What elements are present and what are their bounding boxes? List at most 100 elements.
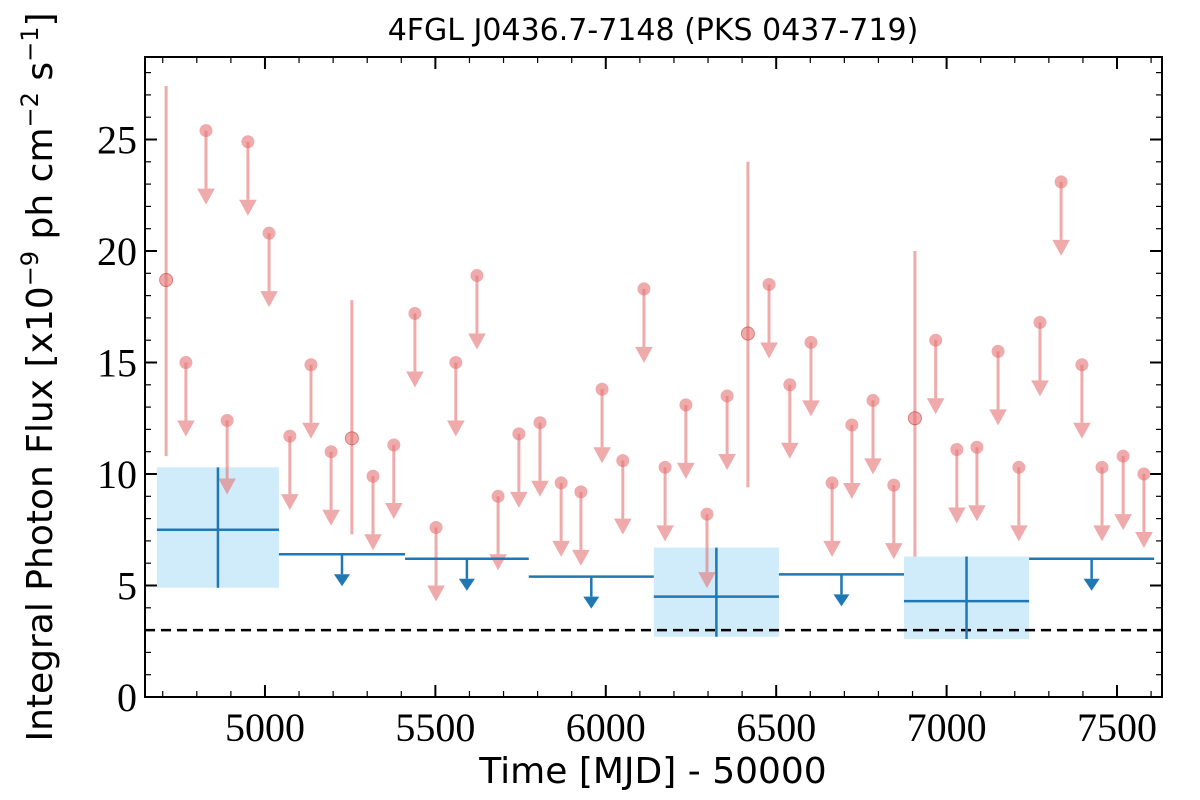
- point: [929, 333, 943, 347]
- upper-limit-arrow-head: [177, 420, 195, 437]
- point: [991, 344, 1005, 358]
- upper-limit-arrow-head: [760, 342, 778, 359]
- point: [366, 469, 380, 483]
- point: [866, 393, 880, 407]
- upper-limit-arrow-head: [656, 525, 674, 542]
- upper-limit-arrow-head: [510, 491, 528, 508]
- point: [907, 411, 922, 426]
- upper-limit-arrow-head: [677, 462, 695, 479]
- upper-limit-arrow-head: [843, 482, 861, 499]
- upper-limit-arrow-head: [948, 507, 966, 524]
- point: [616, 454, 630, 468]
- point: [762, 277, 776, 291]
- upper-limit-arrow-head: [1083, 578, 1100, 591]
- upper-limit-arrow-head: [427, 585, 445, 602]
- point: [700, 507, 714, 521]
- y-tick-label: 20: [97, 229, 137, 274]
- upper-limit-arrow-head: [781, 442, 799, 459]
- point: [845, 418, 859, 432]
- y-tick-label: 5: [117, 564, 137, 609]
- upper-limit-arrow-head: [1093, 525, 1111, 542]
- plot-frame: [144, 56, 1163, 698]
- point: [825, 476, 839, 490]
- point: [408, 306, 422, 320]
- upper-limit-arrow-head: [1135, 532, 1153, 549]
- point: [159, 272, 174, 287]
- upper-limit-arrow-head: [281, 494, 299, 511]
- y-label-part: −9: [16, 251, 44, 286]
- point: [783, 378, 797, 392]
- upper-limit-arrow-head: [447, 420, 465, 437]
- upper-limit-arrow-head: [260, 291, 278, 308]
- upper-limit-arrow-head: [884, 543, 903, 560]
- x-tick-label: 5500: [395, 705, 475, 750]
- upper-limit-arrow-head: [968, 505, 986, 522]
- upper-limit-arrow-head: [698, 572, 716, 589]
- point: [241, 135, 255, 149]
- upper-limit-arrow-head: [635, 346, 653, 363]
- point: [220, 413, 234, 427]
- upper-limit-arrow-head: [1052, 239, 1070, 256]
- upper-limit-arrow-head: [823, 540, 841, 557]
- point: [950, 442, 964, 456]
- x-tick-label: 7000: [907, 705, 987, 750]
- point: [637, 282, 651, 296]
- point: [595, 382, 609, 396]
- upper-limit-arrow-head: [583, 596, 600, 609]
- y-tick-label: 25: [97, 118, 137, 163]
- point: [574, 485, 588, 499]
- point: [679, 398, 693, 412]
- x-tick-label: 6500: [736, 705, 816, 750]
- y-label-part: Integral Photon Flux [x10: [20, 286, 61, 741]
- point: [324, 445, 338, 459]
- y-label-part: s: [20, 62, 61, 92]
- y-tick-label: 0: [117, 675, 137, 720]
- upper-limit-arrow-head: [364, 534, 382, 551]
- point: [283, 429, 297, 443]
- point: [449, 356, 463, 370]
- y-label-part: −1: [16, 27, 44, 62]
- y-label-part: ph cm: [20, 127, 61, 250]
- point: [1095, 460, 1109, 474]
- point: [740, 326, 755, 341]
- upper-limit-arrow-head: [614, 518, 632, 535]
- x-tick-label: 7500: [1077, 705, 1157, 750]
- upper-limit-arrow-head: [302, 422, 320, 439]
- point: [470, 269, 484, 283]
- y-tick-label: 15: [97, 341, 137, 386]
- point: [1012, 460, 1026, 474]
- x-tick-label: 5000: [225, 705, 305, 750]
- point: [1033, 315, 1047, 329]
- upper-limit-arrow-head: [197, 188, 215, 205]
- point: [1075, 358, 1089, 372]
- upper-limit-arrow-head: [864, 458, 882, 475]
- point: [658, 460, 672, 474]
- point: [1054, 175, 1068, 189]
- point: [304, 358, 318, 372]
- point: [970, 440, 984, 454]
- point: [179, 356, 193, 370]
- point: [344, 431, 359, 446]
- x-tick-label: 6000: [566, 705, 646, 750]
- chart-title: 4FGL J0436.7-7148 (PKS 0437-719): [388, 13, 919, 48]
- upper-limit-arrow-head: [1031, 380, 1049, 397]
- upper-limit-arrow-head: [384, 503, 403, 520]
- upper-limit-arrow-head: [322, 509, 340, 526]
- upper-limit-arrow-head: [1114, 514, 1132, 531]
- y-axis-label: Integral Photon Flux [x10−9 ph cm−2 s−1]: [16, 12, 61, 741]
- point: [554, 476, 568, 490]
- upper-limit-arrow-head: [718, 453, 736, 470]
- point: [199, 124, 213, 138]
- upper-limit-arrow-head: [531, 480, 549, 497]
- point: [512, 427, 526, 441]
- point: [387, 438, 401, 452]
- upper-limit-arrow-head: [333, 574, 350, 587]
- y-label-part: −2: [16, 92, 44, 127]
- point: [491, 489, 505, 503]
- upper-limit-arrow-head: [833, 594, 850, 607]
- point: [1116, 449, 1130, 463]
- upper-limit-arrow-head: [593, 447, 611, 464]
- upper-limit-arrow-head: [1073, 422, 1091, 439]
- upper-limit-arrow-head: [1010, 525, 1028, 542]
